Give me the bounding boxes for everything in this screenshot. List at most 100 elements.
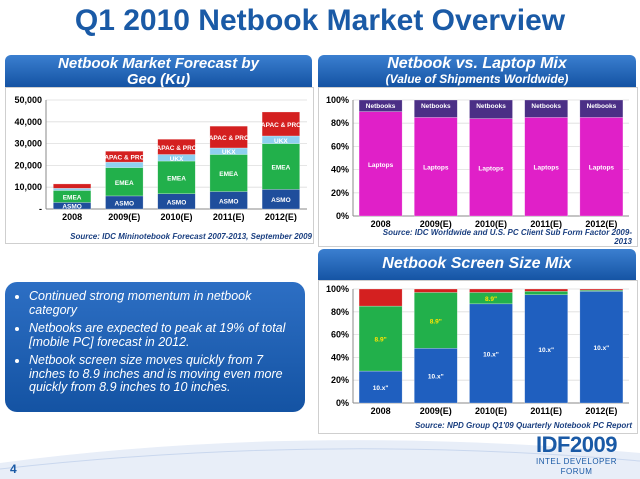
data-label: Netbooks <box>366 103 396 110</box>
bar-netbooks <box>524 99 568 118</box>
mix-chart-box: 0% 20% 40% 60% 80% 100% Laptops Netbooks 2008 Lap… <box>318 87 638 247</box>
x-tick-label: 2011(E) <box>213 212 245 222</box>
data-label: ASMO <box>219 198 239 205</box>
bar-netbooks <box>469 99 513 119</box>
x-tick-label: 2008 <box>62 212 82 222</box>
x-tick-label: 2012(E) <box>265 212 297 222</box>
data-label: EMEA <box>272 164 291 171</box>
y-tick-label: 40% <box>331 352 349 362</box>
netbook-laptop-mix-chart: 0% 20% 40% 60% 80% 100% Laptops Netbooks 2008 Lap… <box>326 95 629 229</box>
mix-source-line2: 2013 <box>614 237 632 246</box>
y-tick-label: - <box>39 204 42 214</box>
bar-emea <box>209 154 248 192</box>
data-label: APAC & PRC <box>104 155 144 162</box>
mix-header-line1: Netbook vs. Laptop Mix <box>387 55 567 72</box>
bar-10-x- <box>358 370 403 404</box>
y-tick-label: 20% <box>331 188 349 198</box>
data-label: EMEA <box>63 194 82 201</box>
data-label: Laptops <box>478 165 504 172</box>
mix-header-line2: (Value of Shipments Worldwide) <box>385 72 569 86</box>
geo-header-line1: Netbook Market Forecast by <box>58 55 259 72</box>
y-tick-label: 20% <box>331 375 349 385</box>
data-label: Laptops <box>368 162 394 169</box>
y-tick-label: 40,000 <box>14 117 42 127</box>
y-tick-label: 30,000 <box>14 139 42 149</box>
data-label: 10.x" <box>538 347 554 354</box>
x-tick-label: 2009(E) <box>108 212 140 222</box>
data-label: UKX <box>274 138 288 145</box>
bar-10-x- <box>524 294 568 404</box>
data-label: APAC & PRC <box>157 145 197 152</box>
y-tick-label: 10,000 <box>14 182 42 192</box>
bar-netbooks <box>358 99 403 112</box>
geo-source: Source: IDC Mininotebook Forecast 2007-2… <box>70 232 312 241</box>
data-label: 8.9" <box>430 318 442 325</box>
bar-8-9- <box>524 291 568 295</box>
bullet-item: Netbooks are expected to peak at 19% of … <box>29 321 295 349</box>
y-tick-label: 0% <box>336 398 349 408</box>
data-label: EMEA <box>167 175 186 182</box>
footer-swoosh <box>0 440 640 479</box>
bar-7- <box>358 288 403 307</box>
data-label: Netbooks <box>421 103 451 110</box>
y-tick-label: 80% <box>331 118 349 128</box>
bar-10-x- <box>414 348 458 404</box>
y-tick-label: 0% <box>336 211 349 221</box>
data-label: 8.9" <box>485 296 497 303</box>
idf-logo: IDF2009 INTEL DEVELOPER FORUM <box>519 433 634 477</box>
page-number: 4 <box>10 462 17 476</box>
data-label: 10.x" <box>594 345 610 352</box>
data-label: Laptops <box>423 165 449 172</box>
bar-10-x- <box>469 303 513 404</box>
data-label: Laptops <box>534 165 560 172</box>
bar-apac-prc <box>261 111 300 137</box>
y-tick-label: 50,000 <box>14 95 42 105</box>
geo-panel-header: Netbook Market Forecast by Geo (Ku) <box>5 55 312 87</box>
bullet-item: Netbook screen size moves quickly from 7… <box>29 353 295 395</box>
data-label: 10.x" <box>373 385 389 392</box>
screen-chart-box: 0% 20% 40% 60% 80% 100% 10.x" 8.9" 2008 10.x" 8.9"… <box>318 280 638 434</box>
bar-emea <box>105 167 144 197</box>
data-label: EMEA <box>115 180 134 187</box>
data-label: APAC & PRC <box>261 122 301 129</box>
bar-netbooks <box>579 99 624 118</box>
bar-laptops <box>469 118 513 217</box>
mix-source-line1: Source: IDC Worldwide and U.S. PC Client… <box>382 228 632 237</box>
y-tick-label: 60% <box>331 141 349 151</box>
data-label: UKX <box>222 149 236 156</box>
bar-7- <box>469 288 513 293</box>
data-label: ASMO <box>115 200 135 207</box>
data-label: APAC & PRC <box>209 135 249 142</box>
bullets-box: Continued strong momentum in netbook cat… <box>5 282 305 412</box>
bar-7- <box>414 288 458 293</box>
geo-forecast-chart: - 10,000 20,000 30,000 40,000 50,000 ASMO EMEA 2… <box>14 95 307 222</box>
bar-ukx <box>53 188 92 191</box>
x-tick-label: 2011(E) <box>530 406 562 416</box>
geo-header-line2: Geo (Ku) <box>126 71 191 88</box>
x-tick-label: 2008 <box>371 219 391 229</box>
bar-apac-prc <box>105 150 144 163</box>
bar-apac-prc <box>53 183 92 189</box>
idf-logo-main: IDF2009 <box>536 432 617 457</box>
bar-7- <box>524 288 568 292</box>
bullet-list: Continued strong momentum in netbook cat… <box>15 289 295 395</box>
bar-8-9- <box>414 292 458 349</box>
mix-source: Source: IDC Worldwide and U.S. PC Client… <box>318 228 632 246</box>
screen-panel-header: Netbook Screen Size Mix <box>318 249 636 281</box>
data-label: UKX <box>170 156 184 163</box>
bar-laptops <box>358 111 403 217</box>
data-label: ASMO <box>271 197 291 204</box>
x-tick-label: 2010(E) <box>160 212 192 222</box>
y-tick-label: 80% <box>331 307 349 317</box>
x-tick-label: 2010(E) <box>475 219 507 229</box>
bar-emea <box>261 143 300 190</box>
slide-title: Q1 2010 Netbook Market Overview <box>74 4 566 37</box>
data-label: Netbooks <box>587 103 617 110</box>
data-label: ASMO <box>62 204 82 211</box>
screen-source: Source: NPD Group Q1'09 Quarterly Notebo… <box>414 421 632 430</box>
x-tick-label: 2012(E) <box>585 219 617 229</box>
bullet-item: Continued strong momentum in netbook cat… <box>29 289 295 317</box>
y-tick-label: 100% <box>326 95 349 105</box>
data-label: Netbooks <box>531 103 561 110</box>
data-label: ASMO <box>167 199 187 206</box>
